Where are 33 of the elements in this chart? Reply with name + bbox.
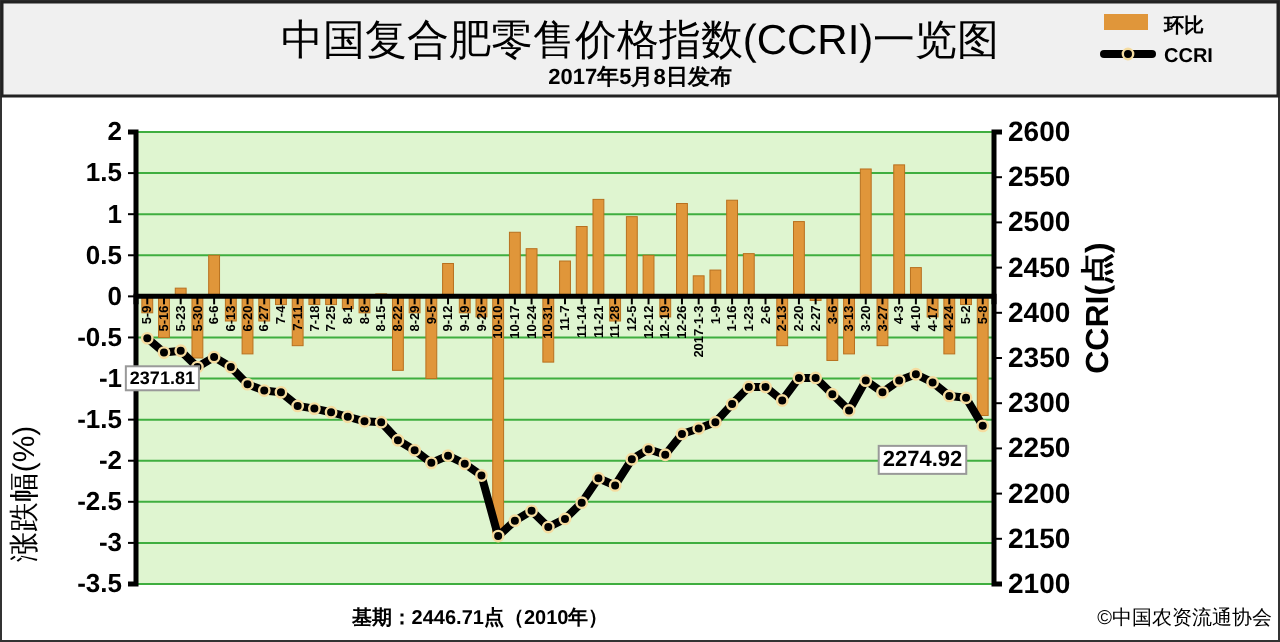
text: 基期：2446.71点（2010年）	[349, 606, 609, 630]
y-tick-label: -1	[98, 362, 122, 393]
y2-tick-label: 2400	[1008, 295, 1071, 328]
y-tick-label: -1.5	[77, 403, 122, 434]
legend-label: 环比	[1162, 14, 1204, 38]
y2-tick-label: 2550	[1008, 160, 1071, 193]
y2-tick-label: 2350	[1008, 340, 1071, 373]
y-tick-label: 1.5	[85, 157, 122, 188]
y-tick-label: -2	[98, 445, 122, 476]
legend-label: CCRI	[1164, 46, 1214, 68]
y-tick-label: -3.5	[77, 568, 122, 599]
y-tick-label: -0.5	[77, 321, 122, 352]
y2-tick-label: 2150	[1008, 521, 1071, 554]
chart-subtitle: 2017年5月8日发布	[548, 64, 732, 90]
chart-title: 中国复合肥零售价格指数(CCRI)一览图	[280, 18, 1000, 64]
y2-tick-label: 2100	[1008, 566, 1071, 599]
y-axis-title: 涨跌幅(%)	[8, 425, 42, 563]
y2-tick-label: 2300	[1008, 386, 1071, 419]
y-tick-label: -2.5	[77, 486, 122, 517]
data-label: 2371.81	[129, 368, 195, 389]
y-tick-label: 1	[107, 198, 122, 229]
y-tick-label: 2	[107, 116, 122, 147]
y-tick-label: -3	[98, 527, 122, 558]
y-tick-label: 0	[107, 280, 122, 311]
text: ©中国农资流通协会	[1097, 606, 1272, 630]
y2-tick-label: 2450	[1008, 250, 1071, 283]
data-label: 2274.92	[882, 447, 963, 472]
y2-axis-title: CCRI(点)	[1080, 242, 1116, 374]
y2-tick-label: 2200	[1008, 476, 1071, 509]
y2-tick-label: 2250	[1008, 431, 1071, 464]
y2-tick-label: 2500	[1008, 205, 1071, 238]
y-tick-label: 0.5	[85, 239, 122, 270]
y2-tick-label: 2600	[1008, 114, 1071, 147]
